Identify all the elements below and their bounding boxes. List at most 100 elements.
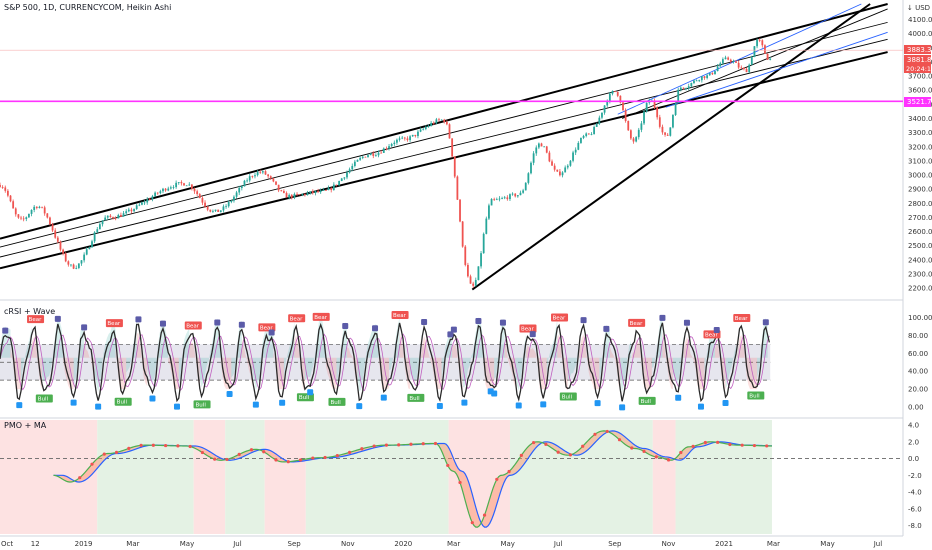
candle bbox=[443, 119, 446, 122]
trough-marker bbox=[173, 403, 180, 410]
candle bbox=[46, 213, 49, 218]
candle bbox=[561, 172, 564, 176]
bull-label-text: Bull bbox=[641, 399, 652, 405]
pmo-cross-dot bbox=[519, 453, 523, 457]
blue-channel-lower bbox=[665, 31, 888, 108]
price-tick: 2600.00 bbox=[908, 228, 932, 236]
candle bbox=[766, 53, 769, 60]
candle bbox=[130, 209, 133, 212]
candle bbox=[624, 110, 627, 121]
candle bbox=[545, 146, 548, 153]
candle bbox=[393, 142, 396, 144]
candle bbox=[141, 202, 143, 205]
peak-marker bbox=[603, 325, 610, 332]
candle bbox=[469, 276, 472, 284]
candle bbox=[440, 119, 443, 121]
candle bbox=[375, 155, 377, 157]
candle bbox=[553, 165, 556, 170]
candle bbox=[414, 134, 417, 137]
candle bbox=[251, 176, 254, 177]
candle bbox=[148, 199, 151, 201]
candle bbox=[106, 215, 109, 218]
candle bbox=[217, 209, 220, 212]
pmo-cross-dot bbox=[409, 442, 413, 446]
date-tick: Nov bbox=[341, 540, 355, 548]
candle bbox=[748, 64, 751, 73]
candle bbox=[448, 124, 451, 139]
rsi-tick: 60.00 bbox=[908, 350, 928, 358]
pmo-cross-dot bbox=[495, 477, 499, 481]
candle bbox=[603, 105, 606, 113]
rsi-lines bbox=[0, 322, 770, 403]
date-tick: 2019 bbox=[75, 540, 93, 548]
candle bbox=[351, 165, 354, 170]
pmo-zone bbox=[509, 420, 653, 534]
candle bbox=[154, 192, 156, 197]
bull-label bbox=[193, 400, 211, 409]
rsi-wave-fill bbox=[578, 334, 589, 373]
trough-marker bbox=[95, 403, 102, 410]
price-tick: 4000.00 bbox=[908, 30, 932, 38]
rsi-wave-fill bbox=[410, 341, 421, 381]
candle bbox=[606, 101, 609, 106]
pmo-tick: -8.0 bbox=[908, 522, 922, 530]
peak-marker bbox=[447, 331, 454, 338]
rsi-wave-fill bbox=[599, 324, 610, 382]
bear-label bbox=[105, 319, 123, 328]
peak-marker bbox=[450, 326, 457, 333]
candle bbox=[75, 267, 78, 269]
pmo-cross-dot bbox=[127, 446, 131, 451]
candle bbox=[238, 187, 241, 193]
bear-label bbox=[312, 312, 330, 321]
candle bbox=[198, 194, 201, 199]
candle bbox=[96, 229, 99, 233]
candle bbox=[59, 241, 62, 250]
candle bbox=[104, 217, 107, 221]
candle bbox=[669, 127, 672, 136]
rsi-wave-fill bbox=[157, 319, 169, 358]
candle bbox=[264, 171, 267, 175]
candle bbox=[727, 57, 730, 60]
pmo-cross-dot bbox=[323, 455, 327, 460]
rsi-wave-fill bbox=[126, 317, 137, 373]
rsi-wave-fill bbox=[368, 324, 379, 358]
candle bbox=[645, 102, 648, 112]
candle bbox=[272, 178, 275, 182]
candle bbox=[277, 184, 280, 191]
candle bbox=[614, 91, 617, 92]
candle bbox=[109, 215, 112, 218]
trough-marker bbox=[594, 400, 601, 407]
rsi-tick: 80.00 bbox=[908, 332, 928, 340]
candle bbox=[582, 135, 585, 138]
pmo-cross-dot bbox=[507, 469, 511, 474]
peak-marker bbox=[580, 317, 587, 324]
candle bbox=[629, 130, 632, 139]
candle bbox=[580, 137, 582, 143]
rsi-wave-fill bbox=[504, 338, 516, 388]
pmo-cross-dot bbox=[151, 443, 155, 447]
candle bbox=[151, 196, 154, 200]
candle bbox=[290, 194, 293, 198]
candle bbox=[172, 187, 175, 188]
pmo-cross-dot bbox=[164, 443, 168, 448]
candle bbox=[201, 198, 204, 203]
candle bbox=[693, 80, 695, 84]
candle bbox=[548, 152, 551, 162]
candle bbox=[298, 194, 301, 196]
candle bbox=[332, 184, 335, 191]
candle bbox=[532, 153, 535, 163]
candle bbox=[417, 131, 419, 137]
currency-label[interactable]: ↓ USD bbox=[907, 4, 930, 12]
rsi-wave-fill bbox=[178, 328, 190, 390]
candle bbox=[261, 171, 264, 173]
candle bbox=[309, 191, 312, 193]
candle bbox=[138, 204, 141, 206]
candle bbox=[672, 114, 674, 128]
candle bbox=[280, 190, 283, 192]
bear-label bbox=[184, 321, 202, 330]
pmo-cross-dot bbox=[237, 452, 241, 456]
rsi-wave-fill bbox=[31, 336, 43, 390]
candle bbox=[585, 133, 588, 136]
candle bbox=[133, 209, 135, 212]
